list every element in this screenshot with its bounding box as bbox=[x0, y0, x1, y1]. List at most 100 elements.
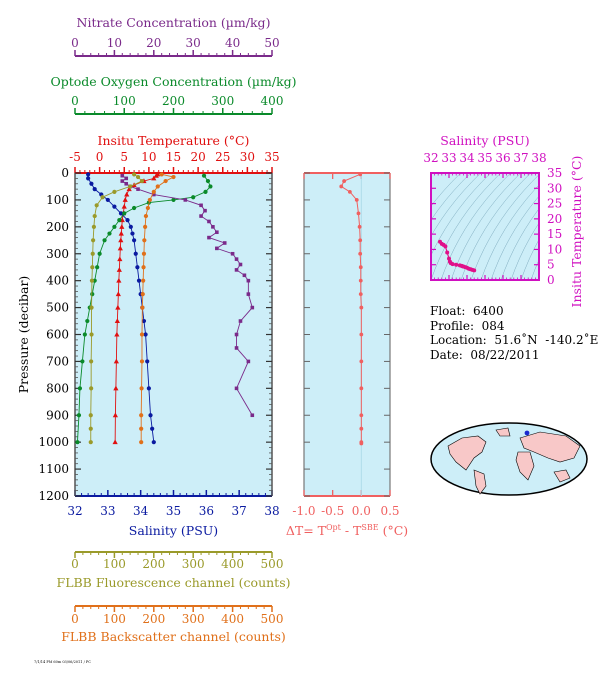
series-line bbox=[90, 173, 143, 443]
nitrate-tick-label: 50 bbox=[264, 36, 279, 50]
data-point bbox=[139, 386, 144, 391]
data-point bbox=[171, 174, 176, 180]
data-point bbox=[152, 192, 156, 197]
delta-t-plot-background bbox=[304, 173, 390, 496]
africa-shape bbox=[515, 451, 535, 481]
data-point bbox=[139, 440, 144, 445]
delta-t-point bbox=[358, 172, 363, 177]
data-point bbox=[143, 332, 148, 337]
delta-t-point bbox=[356, 211, 361, 216]
data-point bbox=[139, 178, 145, 184]
data-point bbox=[124, 181, 129, 186]
data-point bbox=[124, 176, 129, 181]
salinity-tick-label: 34 bbox=[133, 504, 149, 518]
temperature-tick-label: 30 bbox=[240, 150, 255, 164]
temperature-tick-label: -5 bbox=[69, 150, 81, 164]
salinity-tick-label: 37 bbox=[232, 504, 247, 518]
data-point bbox=[114, 318, 120, 324]
delta-t-title-superscript: Opt bbox=[326, 523, 342, 532]
fluorescence-tick-label: 0 bbox=[71, 557, 79, 571]
oxygen-tick-label: 400 bbox=[261, 94, 284, 108]
oxygen-tick-label: 0 bbox=[71, 94, 79, 108]
ts-point bbox=[447, 256, 451, 261]
data-point bbox=[88, 440, 93, 445]
main-plot-background bbox=[75, 173, 272, 496]
data-point bbox=[246, 278, 251, 283]
data-point bbox=[130, 231, 135, 236]
nitrate-axis-title: Nitrate Concentration (µm/kg) bbox=[77, 15, 271, 30]
data-point bbox=[234, 346, 239, 350]
delta-t-point bbox=[359, 305, 364, 310]
data-point bbox=[92, 187, 97, 192]
density-contour bbox=[490, 195, 539, 280]
data-point bbox=[115, 291, 121, 297]
data-point bbox=[118, 211, 124, 216]
series-5 bbox=[139, 172, 176, 445]
data-point bbox=[183, 198, 188, 202]
data-point bbox=[146, 386, 151, 391]
data-point bbox=[141, 251, 147, 256]
data-point bbox=[90, 251, 95, 256]
delta-t-point bbox=[359, 413, 364, 418]
nitrate-tick-label: 20 bbox=[146, 36, 161, 50]
delta-t-point bbox=[357, 224, 362, 229]
data-point bbox=[90, 292, 95, 297]
data-point bbox=[92, 213, 97, 219]
data-point bbox=[208, 184, 213, 189]
float-location-marker bbox=[524, 430, 530, 436]
pressure-axis-title: Pressure (decibar) bbox=[16, 276, 31, 394]
australia-shape bbox=[553, 469, 571, 483]
data-point bbox=[94, 203, 99, 208]
data-point bbox=[234, 386, 239, 391]
data-point bbox=[199, 203, 203, 208]
data-point bbox=[117, 245, 123, 251]
data-point bbox=[163, 178, 168, 184]
ts-salinity-tick-label: 34 bbox=[459, 151, 475, 165]
data-point bbox=[90, 265, 95, 270]
data-point bbox=[97, 251, 102, 256]
density-contour bbox=[500, 208, 539, 280]
data-point bbox=[135, 174, 141, 180]
data-point bbox=[118, 237, 124, 243]
data-point bbox=[116, 267, 122, 272]
ts-temperature-tick-label: 20 bbox=[547, 212, 562, 226]
data-point bbox=[242, 273, 247, 278]
data-point bbox=[124, 191, 130, 197]
density-contour bbox=[480, 184, 539, 280]
oxygen-tick-label: 100 bbox=[113, 94, 136, 108]
salinity-axis-title: Salinity (PSU) bbox=[129, 523, 218, 538]
data-point bbox=[159, 172, 164, 177]
data-point bbox=[246, 359, 251, 364]
ts-temperature-tick-label: 25 bbox=[547, 197, 562, 211]
data-point bbox=[222, 241, 227, 245]
data-point bbox=[246, 292, 251, 296]
salinity-tick-label: 33 bbox=[100, 504, 115, 518]
data-point bbox=[112, 189, 117, 194]
data-point bbox=[140, 305, 145, 310]
data-point bbox=[113, 358, 119, 364]
data-point bbox=[211, 225, 215, 229]
float-info: Float: 6400 Profile: 084 Location: 51.6˚… bbox=[430, 304, 598, 362]
density-contour bbox=[431, 173, 492, 256]
ts-temperature-tick-label: 35 bbox=[547, 166, 562, 180]
backscatter-axis-title: FLBB Backscatter channel (counts) bbox=[61, 629, 286, 644]
delta-t-tick-label: 0.0 bbox=[352, 504, 371, 518]
ts-salinity-tick-label: 36 bbox=[495, 151, 510, 165]
ts-salinity-tick-label: 35 bbox=[477, 151, 492, 165]
data-point bbox=[147, 197, 152, 203]
data-point bbox=[139, 413, 144, 418]
pressure-tick-label: 800 bbox=[46, 381, 69, 395]
ts-temperature-tick-label: 10 bbox=[547, 242, 562, 256]
ts-temperature-tick-label: 30 bbox=[547, 181, 562, 195]
fluorescence-tick-label: 100 bbox=[103, 557, 126, 571]
data-point bbox=[89, 359, 94, 364]
data-point bbox=[140, 292, 145, 297]
backscatter-tick-label: 200 bbox=[142, 612, 165, 626]
oxygen-axis-title: Optode Oxygen Concentration (µm/kg) bbox=[50, 74, 296, 89]
data-point bbox=[142, 238, 147, 243]
ts-salinity-tick-label: 37 bbox=[513, 151, 528, 165]
nitrate-tick-label: 0 bbox=[71, 36, 79, 50]
data-point bbox=[207, 219, 211, 224]
backscatter-tick-label: 500 bbox=[261, 612, 284, 626]
